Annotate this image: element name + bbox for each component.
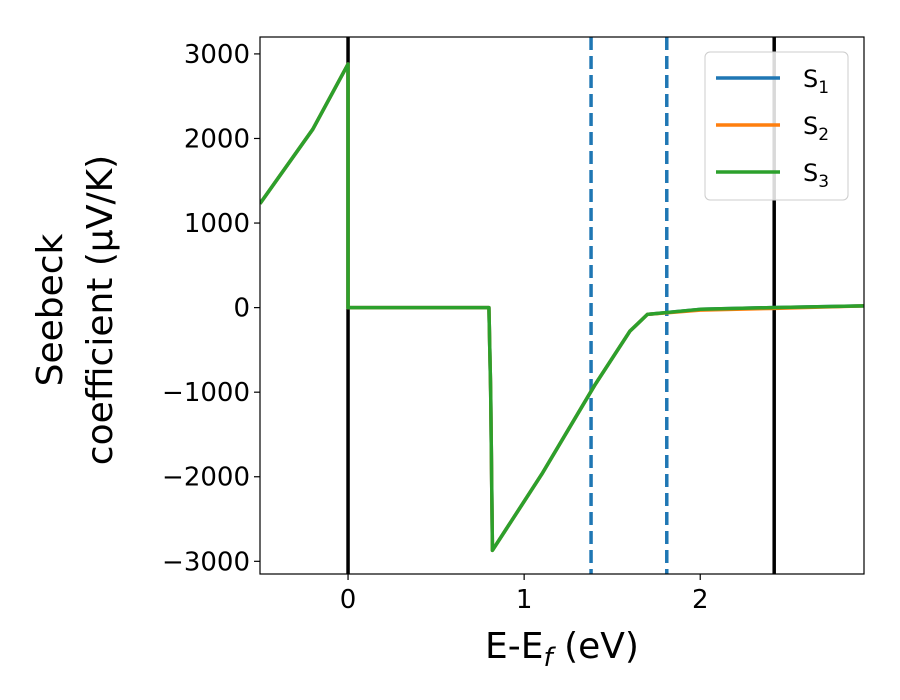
y-tick-label: −2000 <box>162 463 250 493</box>
x-tick-label: 2 <box>692 585 709 615</box>
legend: S1 S2 S3 <box>704 51 849 201</box>
y-axis-title-line1: Seebeck <box>30 233 71 386</box>
legend-label-s3: S3 <box>803 159 829 192</box>
y-tick-label: 1000 <box>184 209 250 239</box>
y-axis-title-line2: coefficient (μV/K) <box>80 155 121 465</box>
x-axis: 0 1 2 <box>340 574 709 615</box>
y-axis: 3000 2000 1000 0 −1000 −2000 −3000 <box>162 40 260 577</box>
x-tick-label: 0 <box>340 585 357 615</box>
x-axis-title: E-Ef (eV) <box>485 626 639 673</box>
plot-frame <box>259 36 865 575</box>
y-tick-label: 3000 <box>184 40 250 70</box>
y-tick-label: 0 <box>233 294 250 324</box>
legend-label-s2: S2 <box>803 112 829 145</box>
y-tick-label: −1000 <box>162 378 250 408</box>
x-tick-label: 1 <box>516 585 533 615</box>
series-line-s3 <box>260 62 864 553</box>
plot-content <box>260 37 864 574</box>
legend-label-s1: S1 <box>803 65 829 98</box>
y-tick-label: 2000 <box>184 124 250 154</box>
y-tick-label: −3000 <box>162 547 250 577</box>
